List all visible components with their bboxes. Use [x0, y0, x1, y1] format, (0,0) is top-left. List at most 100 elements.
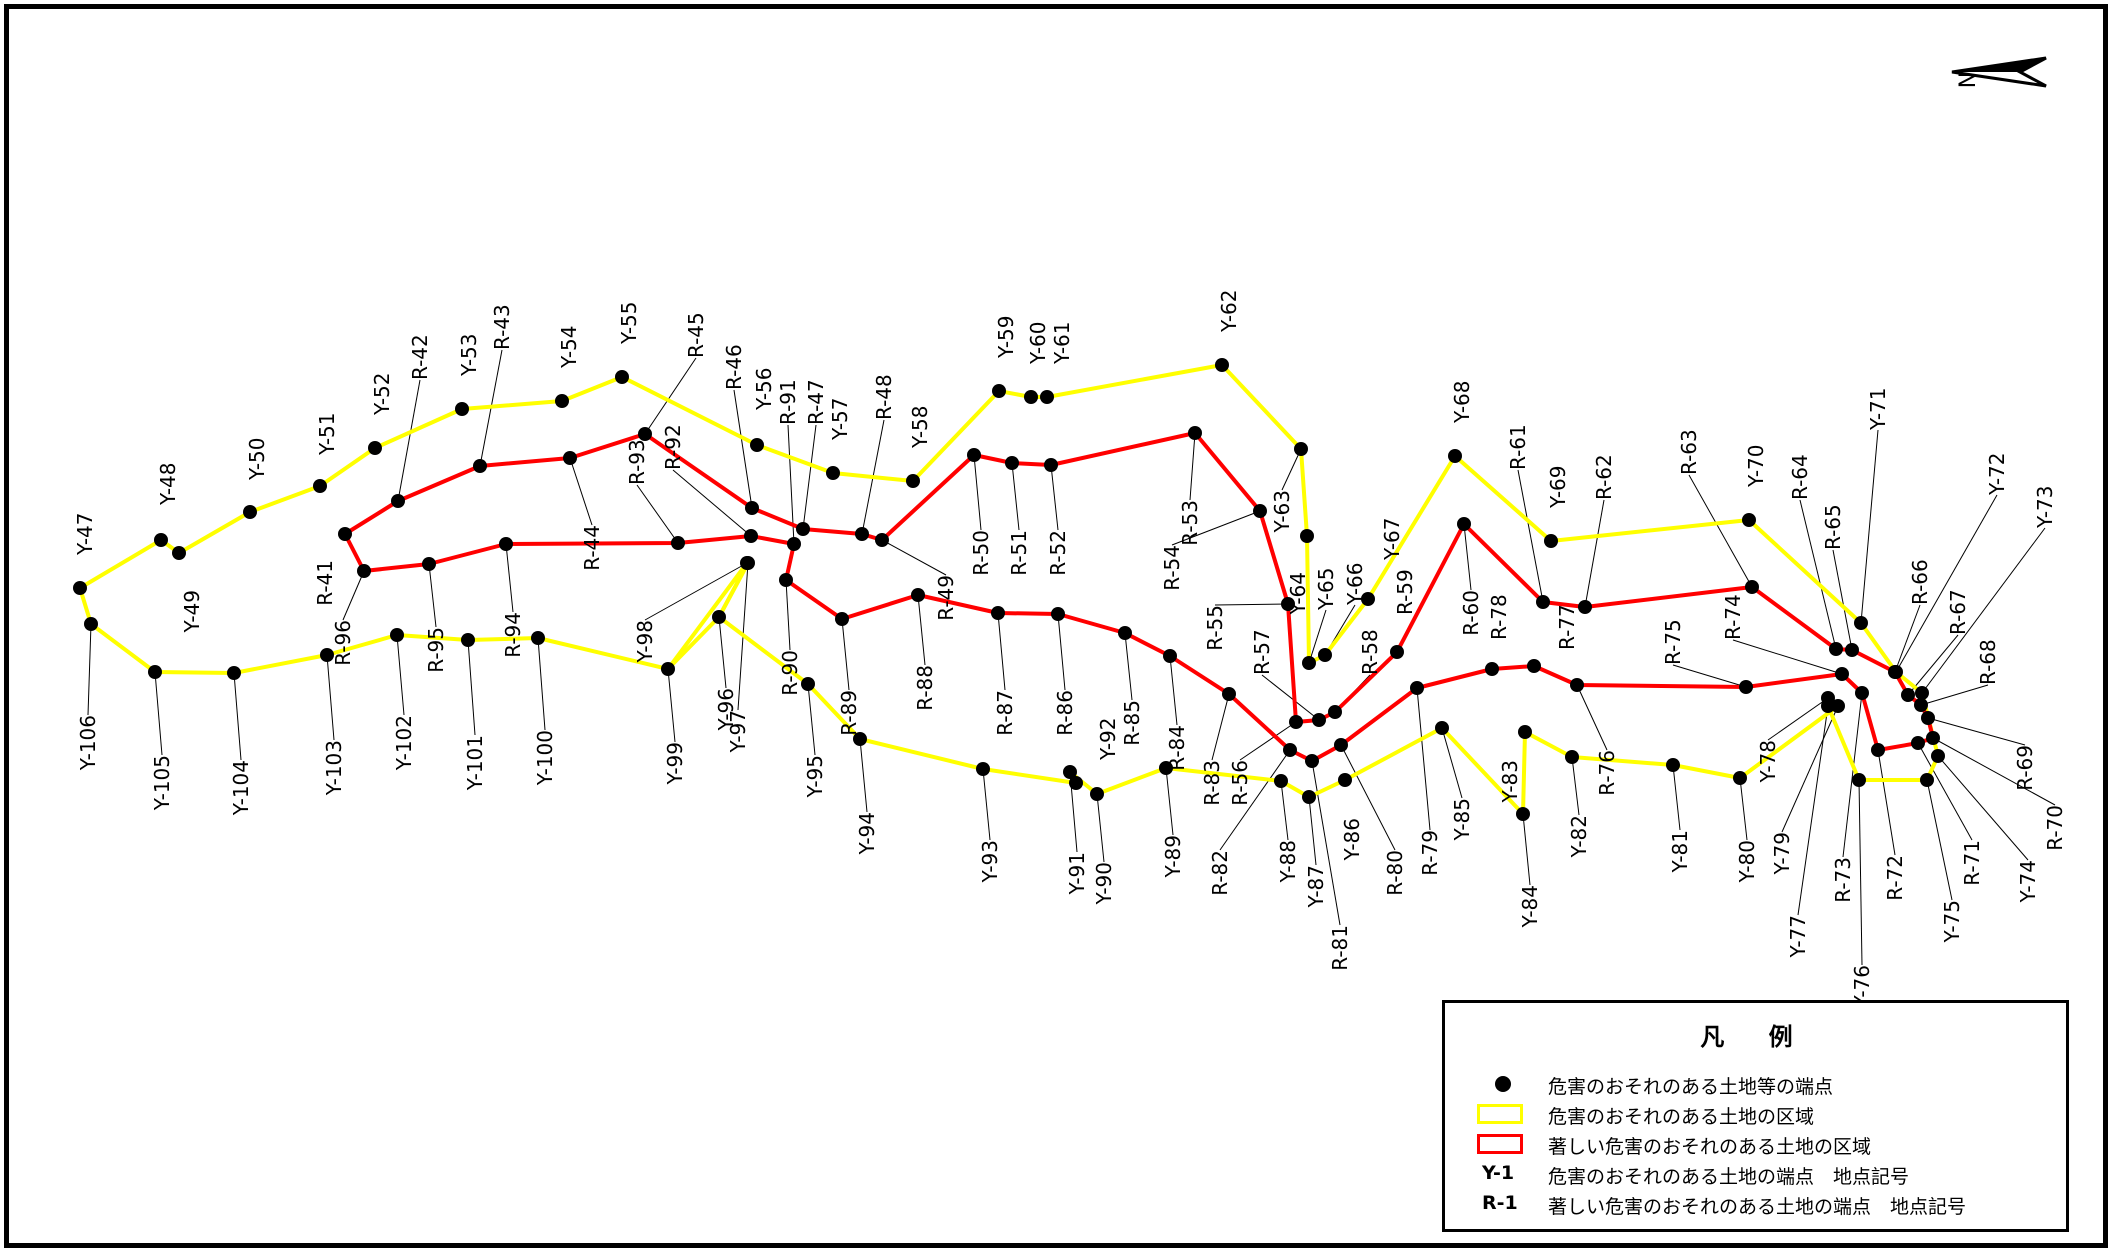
point-label: R-65: [1821, 504, 1845, 550]
legend: 凡 例 危害のおそれのある土地等の端点 危害のおそれのある土地の区域 著しい危害…: [1442, 1000, 2069, 1232]
endpoint-marker: [855, 527, 869, 541]
endpoint-marker: [1222, 687, 1236, 701]
leader-line: [1214, 603, 1289, 606]
point-label: Y-53: [457, 333, 481, 377]
point-label: R-67: [1946, 589, 1970, 635]
leader-line: [428, 563, 437, 628]
point-label: Y-106: [76, 715, 100, 771]
endpoint-marker: [1854, 616, 1868, 630]
point-label: Y-85: [1450, 798, 1474, 842]
point-label: Y-59: [994, 315, 1018, 359]
point-label: Y-92: [1096, 717, 1120, 761]
leader-line: [802, 424, 817, 530]
point-label: Y-95: [803, 755, 827, 799]
point-label: R-48: [872, 374, 896, 420]
leader-line: [1308, 796, 1317, 866]
endpoint-marker: [1536, 595, 1550, 609]
endpoint-marker: [1044, 458, 1058, 472]
leader-line: [1860, 429, 1879, 624]
leader-line: [1311, 760, 1341, 926]
endpoint-dot-icon: [1495, 1076, 1511, 1092]
point-label: Y-73: [2033, 485, 2057, 529]
endpoint-marker: [1063, 765, 1077, 779]
endpoint-marker: [391, 494, 405, 508]
leader-line: [718, 616, 727, 689]
endpoint-marker: [853, 732, 867, 746]
point-label: R-71: [1960, 840, 1984, 886]
leader-line: [537, 637, 546, 731]
endpoint-marker: [1159, 761, 1173, 775]
point-label: Y-75: [1940, 900, 1964, 944]
endpoint-marker: [750, 438, 764, 452]
endpoint-marker: [638, 427, 652, 441]
point-label: R-61: [1506, 424, 1530, 470]
endpoint-marker: [1666, 758, 1680, 772]
point-label: R-95: [424, 627, 448, 673]
endpoint-marker: [1005, 456, 1019, 470]
point-label: Y-77: [1786, 915, 1810, 959]
leader-line: [1937, 755, 2029, 861]
point-label: Y-74: [2016, 860, 2040, 904]
point-label: Y-91: [1065, 852, 1089, 896]
legend-text: 危害のおそれのある土地の端点 地点記号: [1548, 1166, 1910, 1188]
point-label: Y-72: [1985, 452, 2009, 496]
leader-line: [1767, 697, 1829, 741]
endpoint-marker: [1283, 743, 1297, 757]
point-label: Y-51: [315, 412, 339, 456]
point-label: Y-98: [633, 620, 657, 664]
leader-line: [1799, 499, 1837, 650]
yellow-boundary-line: [78, 363, 1940, 816]
endpoint-marker: [1338, 773, 1352, 787]
north-letter: N: [1956, 72, 1981, 88]
point-label: R-81: [1328, 925, 1352, 971]
r-code-sample: R-1: [1482, 1192, 1518, 1214]
legend-text: 著しい危害のおそれのある土地の端点 地点記号: [1548, 1196, 1967, 1218]
endpoint-marker: [1274, 774, 1288, 788]
leader-line: [1416, 687, 1431, 831]
point-label: Y-83: [1498, 760, 1522, 804]
leader-line: [1011, 462, 1020, 531]
leader-line: [841, 618, 850, 691]
endpoint-marker: [1565, 750, 1579, 764]
point-label: Y-96: [714, 688, 738, 732]
point-label: R-54: [1160, 545, 1184, 591]
endpoint-marker: [148, 665, 162, 679]
endpoint-marker: [1215, 358, 1229, 372]
endpoint-marker: [1739, 680, 1753, 694]
endpoint-marker: [976, 762, 990, 776]
endpoint-marker: [826, 466, 840, 480]
point-label: R-92: [661, 424, 685, 470]
point-label: R-56: [1228, 760, 1252, 806]
leader-line: [1672, 764, 1681, 831]
point-label: Y-54: [557, 325, 581, 369]
endpoint-marker: [499, 537, 513, 551]
point-label: R-91: [776, 379, 800, 425]
point-label: R-83: [1200, 760, 1224, 806]
point-label: R-58: [1358, 629, 1382, 675]
leader-line: [1571, 756, 1580, 816]
leader-line: [1917, 742, 1973, 841]
endpoint-marker: [740, 556, 754, 570]
endpoint-marker: [154, 533, 168, 547]
point-label: R-52: [1046, 530, 1070, 576]
leader-line: [1517, 469, 1544, 603]
leader-line: [1189, 432, 1196, 501]
endpoint-marker: [422, 557, 436, 571]
endpoint-marker: [1457, 517, 1471, 531]
point-label: Y-105: [150, 755, 174, 811]
endpoint-marker: [1888, 665, 1902, 679]
leader-line: [667, 668, 676, 743]
point-label: R-46: [722, 344, 746, 390]
endpoint-marker: [1328, 705, 1342, 719]
leader-line: [154, 671, 163, 756]
leader-line: [1281, 448, 1302, 491]
leader-line: [1169, 655, 1178, 726]
point-label: Y-66: [1343, 562, 1367, 606]
leader-line: [1050, 464, 1059, 531]
endpoint-marker: [1742, 513, 1756, 527]
endpoint-marker: [1188, 426, 1202, 440]
leader-line: [1096, 793, 1105, 863]
endpoint-marker: [1733, 771, 1747, 785]
point-labels: Y-47 Y-48 Y-49 Y-50 Y-51 Y-52 Y-53 Y-54 Y-55 Y-56…: [73, 289, 2067, 1008]
